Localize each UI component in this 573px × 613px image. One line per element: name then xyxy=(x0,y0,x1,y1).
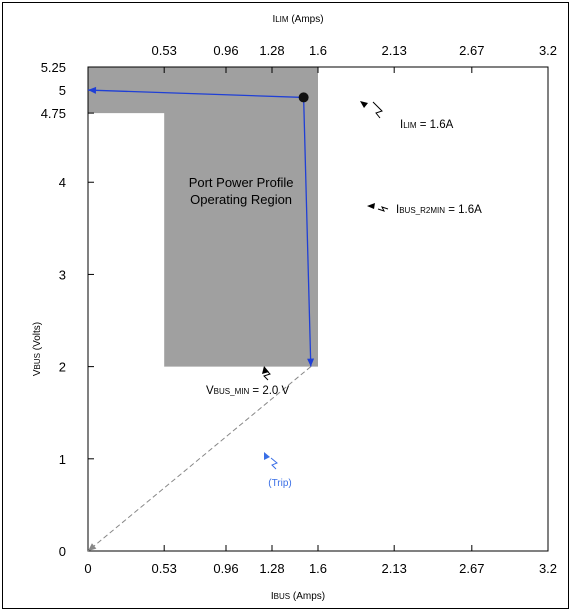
y-tick-label-0: 0 xyxy=(59,544,66,559)
x-tick-label-bottom-0: 0 xyxy=(84,561,91,576)
vbus-min-annotation-main: V xyxy=(206,385,214,397)
vbus-min-annotation-rest: = 2.0 V xyxy=(249,385,289,397)
top-axis-title: ILIM (Amps) xyxy=(272,14,323,25)
top-axis-title-main: I xyxy=(272,14,275,25)
x-tick-label-bottom-1: 0.53 xyxy=(152,561,177,576)
x-tick-label-bottom-4: 1.6 xyxy=(309,561,327,576)
ilim-annotation-sub: LIM xyxy=(403,121,417,130)
series-arrowhead-2 xyxy=(88,543,97,551)
x-axis-title-rest: (Amps) xyxy=(290,591,325,602)
x-tick-label-bottom-3: 1.28 xyxy=(259,561,284,576)
x-tick-label-top-5: 2.67 xyxy=(459,43,484,58)
vbus-min-annotation-sub: BUS_MIN xyxy=(214,387,250,396)
operating-region-label-line1: Port Power Profile xyxy=(189,175,294,190)
x-axis-title-main: I xyxy=(271,591,274,602)
x-tick-label-bottom-6: 2.67 xyxy=(459,561,484,576)
series-line-0 xyxy=(87,89,304,99)
operating-region-label-line2: Operating Region xyxy=(190,192,292,207)
y-tick-label-5: 4.75 xyxy=(41,106,66,121)
top-axis-title-rest: (Amps) xyxy=(289,14,324,25)
x-tick-label-bottom-7: 3.2 xyxy=(539,561,557,576)
y-axis-title-rest: (Volts) xyxy=(32,322,43,353)
y-axis-title-main: V xyxy=(32,369,43,376)
x-tick-label-top-0: 0.53 xyxy=(152,43,177,58)
x-tick-label-top-1: 0.96 xyxy=(213,43,238,58)
ilim-annotation: ILIM = 1.6A xyxy=(400,119,454,131)
y-tick-label-7: 5.25 xyxy=(41,60,66,75)
series-layer xyxy=(87,86,315,552)
y-tick-label-3: 3 xyxy=(59,267,66,282)
y-tick-label-1: 1 xyxy=(59,452,66,467)
chart-frame xyxy=(2,2,569,609)
x-tick-label-bottom-5: 2.13 xyxy=(382,561,407,576)
operating-point-marker xyxy=(298,92,309,103)
y-axis-title-sub: BUS xyxy=(33,353,42,369)
x-axis-title: IBUS (Amps) xyxy=(271,591,325,602)
x-tick-label-top-3: 1.6 xyxy=(309,43,327,58)
ilim-squiggle-arrow xyxy=(372,101,383,119)
x-tick-label-bottom-2: 0.96 xyxy=(213,561,238,576)
ilim-annotation-rest: = 1.6A xyxy=(417,119,454,131)
y-tick-label-4: 4 xyxy=(59,175,66,190)
ibus-squiggle-arrow xyxy=(377,206,389,212)
trip-annotation: (Trip) xyxy=(268,478,292,489)
ilim-annotation-main: I xyxy=(400,119,403,131)
annotation-arrows xyxy=(262,101,389,470)
ilim-arrowhead xyxy=(360,101,368,108)
x-tick-label-top-2: 1.28 xyxy=(259,43,284,58)
y-tick-label-6: 5 xyxy=(59,83,66,98)
y-axis-title: VBUS (Volts) xyxy=(32,322,43,376)
ibus-r2min-annotation-main: I xyxy=(396,204,399,216)
ticks-layer: 0 0.53 0.96 1.28 1.6 2.13 2.67 3.2 0.53 0.96 1.28 1… xyxy=(41,43,557,576)
ibus-arrowhead xyxy=(367,203,375,209)
top-axis-title-sub: LIM xyxy=(275,15,289,24)
operating-region-layer xyxy=(88,67,318,367)
trip-arrowhead xyxy=(264,452,270,460)
x-tick-label-top-6: 3.2 xyxy=(539,43,557,58)
trip-squiggle-arrow xyxy=(270,457,278,470)
series-arrowhead-1 xyxy=(307,358,315,367)
series-line-2 xyxy=(87,366,312,552)
y-tick-label-2: 2 xyxy=(59,360,66,375)
ibus-r2min-annotation: IBUS_R2MIN = 1.6A xyxy=(396,204,482,216)
x-axis-title-sub: BUS xyxy=(274,592,290,601)
series-line-1 xyxy=(302,97,312,367)
x-tick-label-top-4: 2.13 xyxy=(382,43,407,58)
vbus-arrowhead xyxy=(262,366,269,374)
vbus-min-annotation: VBUS_MIN = 2.0 V xyxy=(206,385,290,397)
ibus-r2min-annotation-rest: = 1.6A xyxy=(445,204,482,216)
series-arrowhead-0 xyxy=(88,86,97,94)
ibus-r2min-annotation-sub: BUS_R2MIN xyxy=(399,206,445,215)
operating-region xyxy=(88,67,318,367)
